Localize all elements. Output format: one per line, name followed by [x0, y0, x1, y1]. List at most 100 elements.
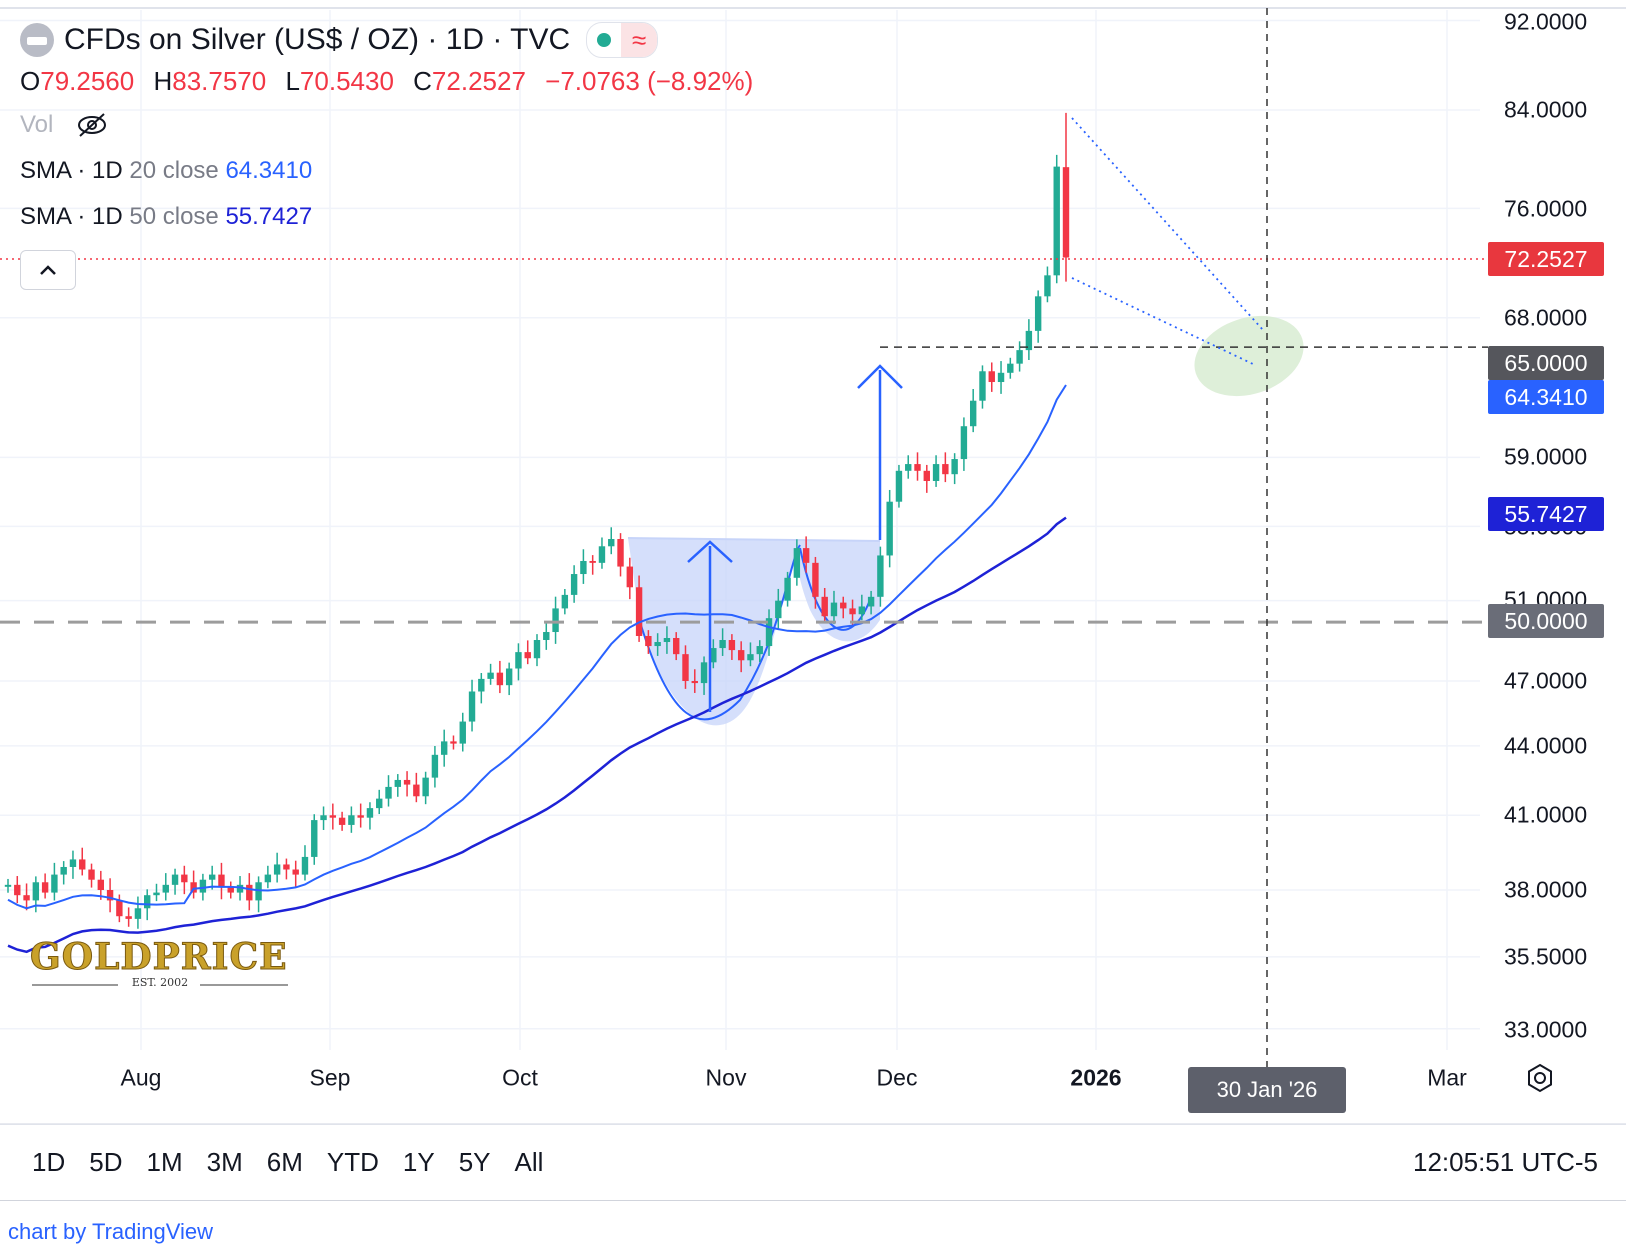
settings-icon[interactable] [1525, 1063, 1555, 1093]
ohlc-readout: O79.2560 H83.7570 L70.5430 C72.2527 −7.0… [20, 66, 765, 97]
range-5d[interactable]: 5D [89, 1147, 123, 1177]
candle-body [663, 638, 671, 643]
chevron-up-icon [40, 265, 56, 275]
range-3m[interactable]: 3M [206, 1147, 243, 1177]
range-1m[interactable]: 1M [146, 1147, 183, 1177]
candle-body [840, 602, 847, 609]
goldprice-logo: GOLDPRICE EST. 2002 [30, 936, 290, 990]
candle-body [41, 882, 49, 893]
sma50-line [7, 516, 1067, 954]
candle-body [673, 638, 680, 655]
footer: chart by TradingView [0, 1200, 1626, 1257]
candle-body [301, 856, 309, 875]
range-5y[interactable]: 5Y [458, 1147, 491, 1177]
candle-body [617, 539, 624, 567]
candle-body [552, 608, 559, 633]
candle-body [515, 652, 522, 669]
candle-body [116, 900, 123, 917]
candle-body [765, 618, 773, 647]
candle-body [32, 882, 40, 901]
range-ytd[interactable]: YTD [326, 1147, 379, 1177]
candle-body [403, 779, 411, 785]
target-ellipse [1194, 315, 1304, 397]
open-value: 79.2560 [40, 66, 135, 96]
candle-body [960, 426, 968, 460]
candle-body [923, 470, 930, 482]
symbol-title[interactable]: CFDs on Silver (US$ / OZ) · 1D · TVC [64, 23, 571, 56]
range-6m[interactable]: 6M [266, 1147, 303, 1177]
candle-body [849, 608, 856, 615]
candle-body [710, 648, 717, 663]
projection-line-lower [1071, 277, 1256, 366]
candle-body [830, 602, 838, 617]
candle-body [793, 548, 801, 578]
projection-line-upper [1071, 117, 1264, 331]
candle-body [877, 555, 884, 597]
market-open-icon [587, 33, 621, 47]
candle-body [867, 596, 875, 607]
volume-row[interactable]: Vol [20, 111, 765, 139]
range-1d[interactable]: 1D [32, 1147, 66, 1177]
candle-body [264, 874, 272, 883]
low-label: L [285, 66, 300, 96]
candle-body [570, 574, 578, 595]
candle-body [1034, 296, 1042, 331]
wave-icon[interactable]: ≈ [621, 23, 658, 57]
range-all[interactable]: All [514, 1147, 544, 1177]
range-1y[interactable]: 1Y [402, 1147, 435, 1177]
candle-body [134, 908, 142, 919]
y-tick: 68.0000 [1504, 304, 1588, 331]
sma20-line [7, 384, 1067, 910]
tradingview-link[interactable]: chart by TradingView [8, 1219, 214, 1244]
candle-body [942, 464, 949, 475]
candle-body [14, 884, 21, 896]
candle-body [440, 741, 448, 755]
candle-body [533, 640, 541, 659]
candle-body [171, 874, 179, 885]
sma20-row[interactable]: SMA · 1D 20 close 64.3410 [20, 157, 765, 185]
high-value: 83.7570 [172, 66, 267, 96]
candle-body [700, 662, 708, 684]
candle-body [1053, 166, 1060, 276]
candle-body [478, 678, 485, 692]
candle-body [543, 632, 550, 641]
y-tick: 33.0000 [1504, 1016, 1588, 1043]
candle-body [162, 884, 169, 893]
target-arrow-head [857, 364, 903, 389]
change-value: −7.0763 (−8.92%) [545, 66, 754, 96]
chart-canvas[interactable] [0, 0, 1626, 1124]
candle-body [376, 798, 383, 809]
candle-body [320, 815, 327, 821]
candle-body [236, 884, 244, 893]
candle-body [227, 887, 234, 893]
status-pill[interactable]: ≈ [586, 22, 659, 58]
x-tick: Dec [876, 1064, 918, 1091]
collapse-legend-button[interactable] [20, 250, 76, 290]
candle-body [338, 817, 346, 825]
candle-body [1025, 330, 1033, 351]
sma20-label: SMA · 1D [20, 157, 123, 184]
eye-off-icon[interactable] [75, 111, 109, 139]
candle-body [682, 654, 689, 681]
candle-body [88, 869, 95, 880]
candle-body [858, 606, 866, 615]
candle-body [598, 546, 606, 563]
clock[interactable]: 12:05:51 UTC-5 [1413, 1147, 1598, 1177]
x-tick: Mar [1427, 1064, 1467, 1091]
chart-frame[interactable]: CFDs on Silver (US$ / OZ) · 1D · TVC ≈ O… [0, 0, 1626, 1200]
candle-body [969, 400, 977, 427]
candle-body [654, 642, 661, 647]
x-tick: Oct [502, 1064, 538, 1091]
sma50-value: 55.7427 [225, 203, 313, 230]
candle-body [79, 859, 86, 870]
time-range-selector: 1D 5D 1M 3M 6M YTD 1Y 5Y All [32, 1147, 567, 1178]
moving-averages [7, 384, 1067, 954]
candle-body [292, 869, 299, 875]
candle-body [97, 879, 105, 890]
candle-body [311, 820, 318, 857]
candle-body [487, 672, 494, 679]
candle-body [208, 874, 216, 880]
candle-body [431, 754, 439, 778]
y-tick: 47.0000 [1504, 667, 1588, 694]
sma50-row[interactable]: SMA · 1D 50 close 55.7427 [20, 203, 765, 231]
